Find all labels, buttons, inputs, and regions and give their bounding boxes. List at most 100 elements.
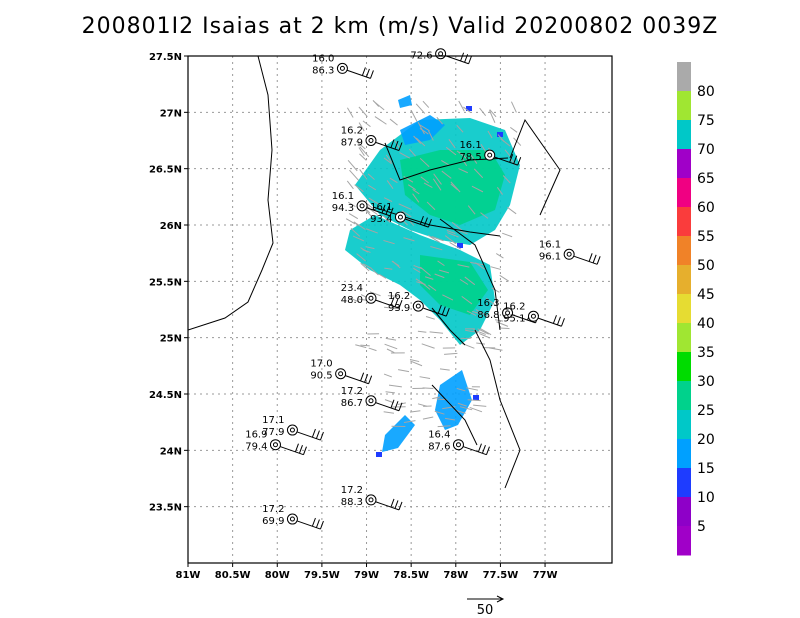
wind-vector xyxy=(385,337,397,341)
station-ring xyxy=(336,62,348,74)
radar-echo-field xyxy=(345,95,520,457)
echo-cell-strong xyxy=(376,452,382,457)
wind-vector xyxy=(441,170,452,179)
station-value-bottom: 86.3 xyxy=(312,65,334,76)
echo-region xyxy=(382,415,415,452)
wind-vector xyxy=(432,178,442,191)
wind-vector xyxy=(420,176,429,184)
wind-barb-staff xyxy=(280,446,304,456)
wind-vector xyxy=(403,237,415,242)
wind-barb-flag xyxy=(365,68,370,78)
station-value-bottom: 88.3 xyxy=(341,497,363,508)
wind-vector xyxy=(383,197,393,203)
wind-barb-flag xyxy=(481,445,486,454)
colorbar-label: 65 xyxy=(697,171,715,187)
station-value-bottom: 94.3 xyxy=(332,203,354,214)
wind-vector xyxy=(359,153,367,161)
wind-barb-flag xyxy=(398,402,403,411)
wind-vector xyxy=(496,186,503,195)
y-tick-label: 24N xyxy=(160,446,182,457)
reference-label: 50 xyxy=(477,603,494,618)
dropsonde-station: 16.979.4 xyxy=(245,430,307,456)
station-ring-inner xyxy=(455,442,461,448)
wind-vector xyxy=(421,343,435,349)
wind-vector xyxy=(355,140,366,150)
wind-vector xyxy=(426,201,436,211)
wind-barb-flag xyxy=(445,307,450,317)
wind-vector xyxy=(415,137,426,147)
wind-vector xyxy=(473,168,484,179)
wind-vector xyxy=(456,387,466,392)
x-tick-label: 80W xyxy=(265,570,290,581)
wind-barb-flag xyxy=(389,207,394,217)
wind-vector xyxy=(368,197,380,205)
wind-barb-flag xyxy=(394,298,399,307)
dropsonde-station: 16.178.5 xyxy=(459,140,522,166)
wind-vector xyxy=(383,373,392,378)
y-tick-label: 25N xyxy=(160,334,182,345)
wind-vector xyxy=(409,410,421,413)
wind-vector xyxy=(387,295,399,297)
wind-barb-staff xyxy=(445,55,469,65)
wind-vector xyxy=(365,246,375,250)
wind-vector xyxy=(466,310,477,316)
wind-barb-staff xyxy=(405,218,429,228)
dropsonde-station: 17.288.3 xyxy=(341,485,403,511)
wind-vector xyxy=(413,267,421,273)
station-ring xyxy=(452,439,464,451)
wind-vector xyxy=(513,137,522,146)
wind-vector xyxy=(444,352,458,355)
wind-barb-staff xyxy=(375,501,400,511)
station-value-top: 16.2 xyxy=(503,301,525,312)
wind-vector xyxy=(502,175,511,184)
x-tick-label: 77W xyxy=(533,570,558,581)
station-value-top: 16.1 xyxy=(459,140,481,151)
wind-vector xyxy=(384,399,394,404)
wind-barb-flag xyxy=(517,156,522,166)
echo-cell-strong xyxy=(466,106,472,111)
wind-barb-flag xyxy=(419,215,424,225)
plot-frame xyxy=(187,55,613,564)
wind-barb-flag xyxy=(596,256,601,265)
wind-barb-flag xyxy=(588,253,593,262)
wind-barb-flag xyxy=(390,498,395,508)
wind-vector xyxy=(425,316,435,320)
x-tick-label: 78W xyxy=(443,570,468,581)
wind-barb-staff xyxy=(423,307,447,317)
dropsonde-station: 16.193.4 xyxy=(370,202,432,228)
wind-vector xyxy=(410,110,418,122)
station-value-top: 17.2 xyxy=(262,504,284,515)
dropsonde-station: 17.090.5 xyxy=(310,359,373,385)
station-ring-inner xyxy=(289,516,295,522)
wind-vector xyxy=(398,369,410,373)
wind-vector xyxy=(450,183,459,191)
station-ring xyxy=(335,368,347,380)
dropsonde-station: 16.487.6 xyxy=(428,430,490,456)
wind-barb-flag xyxy=(423,217,428,226)
wind-vector xyxy=(398,203,412,210)
colorbar-segment xyxy=(677,323,691,353)
station-value-top: 16.1 xyxy=(370,202,392,213)
reference-vector: 50 xyxy=(467,595,505,618)
colorbar-segment xyxy=(677,439,691,469)
wind-barb-staff xyxy=(494,156,518,166)
station-ring-inner xyxy=(566,251,572,257)
station-value-top: 16.2 xyxy=(388,291,410,302)
wind-vector xyxy=(457,264,470,268)
station-value-bottom: 86.7 xyxy=(341,398,363,409)
dropsonde-track xyxy=(439,218,501,331)
wind-vector xyxy=(469,406,483,413)
echo-cell-strong xyxy=(497,132,503,137)
wind-vector xyxy=(385,154,392,163)
colorbar-segment xyxy=(677,265,691,295)
wind-vector xyxy=(449,241,462,250)
wind-vector xyxy=(413,264,423,270)
wind-vector xyxy=(358,106,368,118)
wind-vector xyxy=(476,342,486,345)
station-value-bottom: 93.4 xyxy=(370,214,392,225)
x-tick-label: 78.5W xyxy=(393,570,429,581)
wind-vector xyxy=(378,273,387,279)
wind-vector xyxy=(350,227,361,237)
wind-vector xyxy=(408,148,416,157)
wind-vector xyxy=(461,158,468,167)
